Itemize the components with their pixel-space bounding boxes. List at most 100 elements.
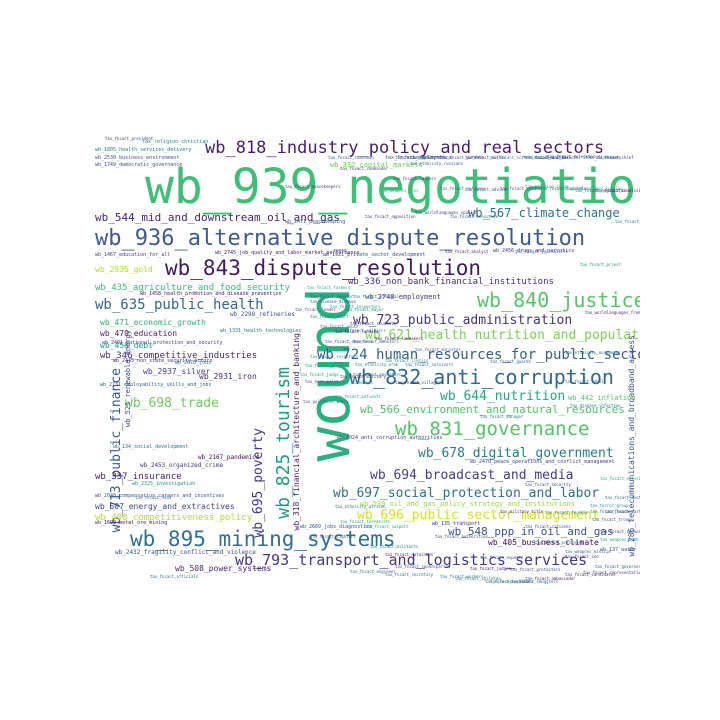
word: tax_fncact_spokesman xyxy=(600,529,640,534)
word: tax_ethnicity_arab xyxy=(355,362,399,367)
word: wb_696_public_sector_management xyxy=(357,508,600,523)
word: tax_terror_group xyxy=(590,503,629,508)
word: tax_fncact_villagers xyxy=(395,380,444,385)
word: wb_832_anti_corruption xyxy=(349,365,614,389)
word: wb_895_mining_systems xyxy=(130,527,396,551)
word: tax_fncact_judge xyxy=(300,372,339,377)
word: wb_508_power_systems xyxy=(175,564,272,573)
word: tax_fncact_rebels xyxy=(565,379,606,384)
word: tax_fncact_survivors xyxy=(405,362,454,367)
word: tax_fncact_peacekeepers xyxy=(285,184,341,189)
word: tax_fncact_engineer xyxy=(350,569,396,574)
word: tax_fncact_author xyxy=(465,155,506,160)
word: tax_fncact_terrorists xyxy=(340,519,391,524)
word: tax_fncact_prime xyxy=(305,363,344,368)
word: wb_1458_health_promotion_and_disease_pre… xyxy=(140,291,282,297)
word: tax_fncact_observers xyxy=(325,339,374,344)
word: wb_137_water xyxy=(600,547,637,553)
word: tax_fncact_executive xyxy=(450,214,499,219)
word: tax_ethnicity_african xyxy=(335,504,386,509)
word: wb_2745_job_quality_and_labor_market_per… xyxy=(215,250,360,256)
word: wb_1749_democratic_governance xyxy=(95,162,183,168)
word: wb_135_transport xyxy=(432,521,481,527)
word: tax_fncact_minister xyxy=(415,347,461,352)
word: tax_fncact_officials xyxy=(150,574,199,579)
word: tax_fncact_representative xyxy=(583,570,640,575)
word: tax_fncact_advisor xyxy=(465,187,509,192)
word: tax_fncact_negotiator xyxy=(575,188,626,193)
word: tax_weapons_missile xyxy=(565,549,611,554)
word: wb_332_capital_markets xyxy=(330,161,423,169)
word: wb_507_energy_and_extractives xyxy=(95,502,235,511)
word: wb_2024_anti_corruption_authorities xyxy=(337,435,443,441)
word: wb_818_industry_policy_and_real_sectors xyxy=(205,138,605,158)
word: wb_470_education xyxy=(100,329,178,338)
word: tax_fncact_governor xyxy=(595,564,640,569)
word: wb_134_social_development xyxy=(113,444,189,450)
word: tax_fncact_spokesperson xyxy=(395,564,451,569)
word: wb_2689_jobs_diagnostics xyxy=(300,524,373,530)
word: wb_840_justice xyxy=(477,288,640,312)
word: tax_religion_christian xyxy=(142,139,209,145)
word: tax_fncact_refugees xyxy=(440,186,486,191)
word: wb_286_telecommunications_and_broadband_… xyxy=(627,335,636,557)
word: tax_fncact_migrants xyxy=(540,186,586,191)
word: tax_fncact_activist xyxy=(600,476,640,481)
word: wb_337_insurance xyxy=(95,472,182,482)
word: wb_831_governance xyxy=(395,418,590,440)
word: tax_fncact_lawmakers xyxy=(375,336,424,341)
word: wb_435_agriculture_and_food_security xyxy=(95,283,291,293)
word: wb_346_competitive_industries xyxy=(100,351,258,361)
word: tax_fncact_workers xyxy=(440,574,484,579)
word: wb_1699_metal_ore_mining xyxy=(95,520,168,526)
word: tax_fncact_journalists xyxy=(515,249,568,254)
word: wb_2325_investigation xyxy=(132,481,196,487)
word: tax_fncact_judges xyxy=(470,566,511,571)
word: tax_fncact_delegates xyxy=(547,154,596,159)
word: wb_2470_peace_operations_and_conflict_ma… xyxy=(470,459,615,465)
word: wb_567_climate_change xyxy=(468,206,620,220)
word: wb_318_financial_architecture_and_bankin… xyxy=(292,333,301,531)
word: tax_fncact_clerics xyxy=(385,358,429,363)
word: tax_fncact_voters xyxy=(500,186,541,191)
word: wb_471_economic_growth xyxy=(100,318,206,327)
word: wb_2931_iron xyxy=(199,372,257,381)
word: tax_fncact_opposition xyxy=(365,214,416,219)
word: tax_fncact_fighters xyxy=(310,534,356,539)
word: tax_fncact_priest xyxy=(580,262,621,267)
word: tax_disease_infection xyxy=(570,403,621,408)
word: tax_fncact_security xyxy=(525,482,571,487)
word: tax_fncact_staff xyxy=(310,314,349,319)
word: tax_fncact_inspectors xyxy=(330,304,381,309)
word: tax_fncact_official xyxy=(353,294,399,299)
word: wb_621_health_nutrition_and_population xyxy=(365,328,640,343)
word: tax_fncact_parents xyxy=(440,155,484,160)
word: tax_fncact_troops xyxy=(592,517,633,522)
word: tax_fncact_smugglers xyxy=(510,579,559,584)
word: tax_fncact_suspect xyxy=(365,524,409,529)
word: wb_936_alternative_dispute_resolution xyxy=(95,226,586,251)
word: wb_2936_gold xyxy=(95,265,153,274)
word: tax_fncact_chairman xyxy=(328,155,374,160)
word: tax_fncact_analyst xyxy=(445,249,489,254)
word: wb_694_broadcast_and_media xyxy=(370,468,574,483)
word: wb_698_trade xyxy=(125,396,219,411)
word: tax_fncact_patients xyxy=(335,394,381,399)
word: wb_697_social_protection_and_labor xyxy=(333,486,600,501)
word: tax_fncact_authorities xyxy=(435,534,488,539)
word: tax_fncact_lawyers xyxy=(393,176,437,181)
word: tax_fncact_prisoners xyxy=(535,540,584,545)
word: tax_fncact_military xyxy=(340,374,386,379)
word: wb_2456_drugs_and_narcotics xyxy=(493,248,575,254)
word: tax_disease_disease xyxy=(310,299,356,304)
word: wb_793_transport_and_logistics_services xyxy=(235,551,588,569)
word: tax_fncact_partners xyxy=(605,509,640,514)
word: tax_fncact_director xyxy=(535,155,581,160)
word: tax_fncact_protesters xyxy=(510,567,561,572)
word-cloud: wb_939_negotiation wound wb_936_alternat… xyxy=(95,125,640,585)
word: wb_2453_organized_crime xyxy=(140,462,224,469)
word: tax_fncact_commander xyxy=(340,166,389,171)
word: tax_weapons_bomb xyxy=(600,537,639,542)
word: tax_fncact_mediators xyxy=(353,372,402,377)
word: tax_fncact_detainees xyxy=(385,552,434,557)
